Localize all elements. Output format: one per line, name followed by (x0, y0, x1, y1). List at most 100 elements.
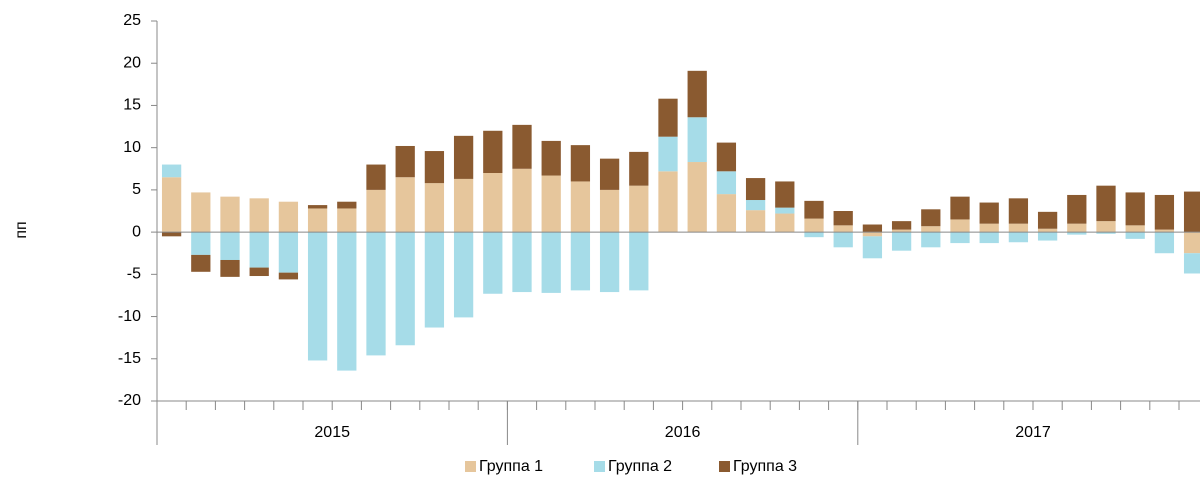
bar-segment (716, 194, 737, 233)
bar-segment (541, 232, 561, 293)
bar-segment (950, 219, 970, 233)
bar-segment (161, 164, 182, 178)
bar-segment (453, 232, 474, 318)
bar-segment (424, 151, 445, 184)
bar-segment (453, 178, 474, 233)
bar-segment (979, 232, 999, 244)
bar-segment (512, 168, 532, 233)
bar-segment (1125, 232, 1145, 239)
bar-segment (950, 196, 970, 220)
bar-segment (891, 229, 912, 233)
bar-segment (424, 183, 445, 233)
bar-segment (395, 232, 415, 346)
y-tick-label: 25 (123, 12, 141, 29)
bar-segment (278, 201, 299, 233)
bar-segment (570, 232, 591, 291)
bar-segment (249, 198, 269, 233)
bar-segment (599, 189, 620, 233)
bar-segment (745, 178, 766, 201)
bar-segment (804, 200, 824, 219)
bar-segment (191, 192, 211, 233)
bar-segment (629, 151, 649, 186)
bar-segment (658, 98, 678, 137)
bar-segment (629, 232, 649, 291)
bar-segment (366, 189, 386, 233)
bar-segment (1154, 194, 1175, 230)
bar-segment (658, 136, 678, 172)
bar-segment (775, 207, 795, 214)
y-tick-label: 5 (132, 181, 141, 198)
bar-segment (687, 117, 707, 163)
bar-segment (161, 232, 182, 237)
bar-segment (570, 145, 591, 182)
bar-segment (1037, 232, 1058, 241)
bar-segment (775, 181, 795, 208)
bar-segment (687, 162, 707, 233)
bar-segment (337, 208, 357, 233)
bar-segment (337, 201, 357, 209)
bar-segment (483, 173, 503, 233)
bar-segment (1096, 221, 1116, 233)
bar-segment (278, 272, 299, 280)
bar-segment (161, 177, 182, 233)
bar-segment (862, 224, 883, 233)
y-tick-label: 20 (123, 54, 141, 71)
bar-segment (833, 225, 853, 233)
bar-segment (1008, 223, 1029, 233)
bar-segment (1037, 211, 1058, 229)
bar-segment (1125, 225, 1145, 233)
bar-segment (483, 130, 503, 173)
bar-segment (307, 208, 328, 233)
y-tick-label: 0 (132, 223, 141, 240)
y-tick-label: -15 (118, 350, 141, 367)
legend-label: Группа 1 (479, 458, 543, 475)
bar-segment (1125, 192, 1145, 226)
bar-segment (921, 209, 941, 227)
bar-segment (366, 164, 386, 190)
y-tick-label: -5 (127, 266, 141, 283)
bar-segment (1154, 232, 1175, 254)
bar-segment (220, 196, 240, 233)
bar-segment (891, 221, 912, 230)
bar-segment (191, 232, 211, 255)
bar-segment (307, 232, 328, 361)
bar-segment (804, 232, 824, 238)
bar-segment (745, 200, 766, 211)
bar-segment (599, 232, 620, 293)
bar-segment (570, 181, 591, 233)
bar-segment (395, 177, 415, 233)
bar-segment (1183, 232, 1200, 254)
y-tick-label: -20 (118, 392, 141, 409)
y-tick-label: -10 (118, 308, 141, 325)
bar-segment (249, 232, 269, 268)
bar-segment (833, 232, 853, 248)
bar-segment (979, 202, 999, 224)
bar-segment (483, 232, 503, 294)
bar-segment (833, 211, 853, 226)
bar-segment (1008, 232, 1029, 243)
group-label: 2016 (665, 424, 701, 441)
bar-segment (950, 232, 970, 244)
bar-segment (1067, 223, 1087, 233)
bar-segment (278, 232, 299, 273)
legend-label: Группа 3 (733, 458, 797, 475)
bar-segment (862, 232, 883, 237)
bar-segment (775, 213, 795, 233)
y-tick-label: 15 (123, 97, 141, 114)
bar-segment (395, 145, 415, 178)
bar-segment (1037, 228, 1058, 233)
bar-segment (891, 232, 912, 251)
bar-segment (541, 140, 561, 176)
y-tick-label: 10 (123, 139, 141, 156)
bar-segment (687, 70, 707, 118)
bar-segment (366, 232, 386, 356)
bar-segment (745, 210, 766, 233)
bar-segment (424, 232, 445, 328)
bar-segment (453, 135, 474, 179)
bar-segment (1154, 229, 1175, 233)
bar-segment (307, 205, 328, 209)
bar-segment (249, 267, 269, 277)
bar-segment (541, 175, 561, 233)
bar-segment (1096, 185, 1116, 222)
